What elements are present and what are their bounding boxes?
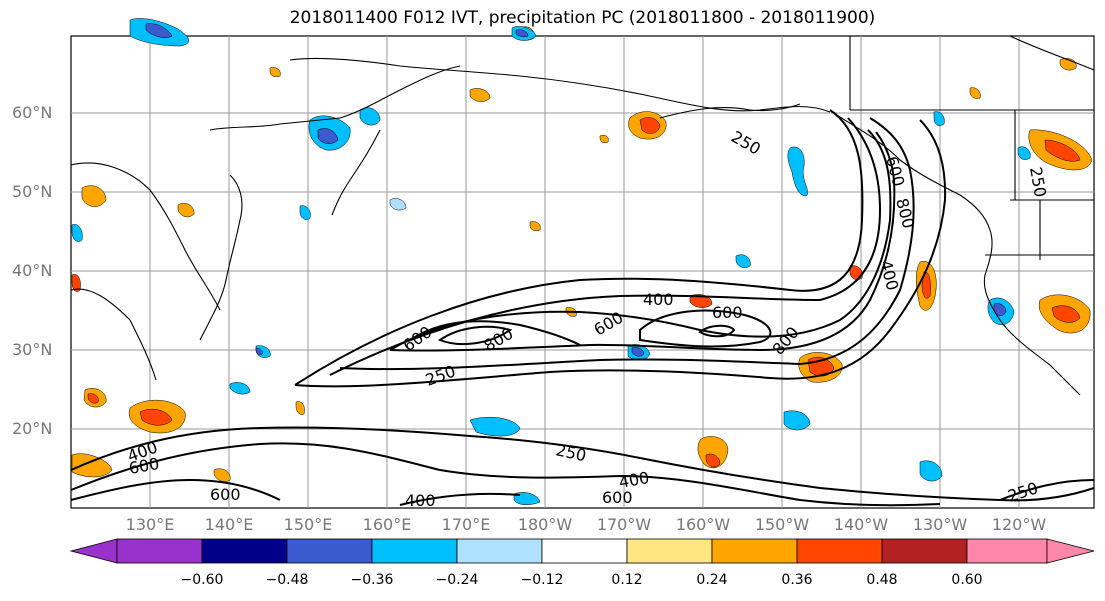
contour-label: 400 bbox=[643, 290, 674, 309]
colorbar-bin bbox=[541, 538, 628, 564]
colorbar-tick: −0.60 bbox=[180, 572, 224, 588]
colorbar-bin bbox=[456, 538, 543, 564]
precip-patches bbox=[71, 18, 1093, 505]
lon-label: 170°W bbox=[596, 515, 652, 534]
contour-label: 400 bbox=[405, 491, 436, 510]
lat-label: 30°N bbox=[12, 340, 53, 359]
colorbar-bin bbox=[371, 538, 458, 564]
colorbar-tick: 0.12 bbox=[611, 572, 643, 588]
colorbar-extend-low bbox=[69, 538, 118, 564]
contour-labels: 250 250 250 250 250 400 400 400 400 400 … bbox=[125, 127, 1050, 510]
coastlines bbox=[70, 35, 1095, 396]
lon-label: 150°E bbox=[283, 515, 333, 534]
ivt-contours bbox=[70, 109, 1095, 507]
colorbar-bin bbox=[201, 538, 288, 564]
colorbar-bin bbox=[711, 538, 798, 564]
lat-label: 40°N bbox=[12, 261, 53, 280]
lon-label: 160°W bbox=[675, 515, 731, 534]
lon-label: 180°W bbox=[517, 515, 573, 534]
lon-label: 130°W bbox=[912, 515, 968, 534]
map-frame bbox=[70, 35, 1095, 509]
colorbar-tick: 0.48 bbox=[866, 572, 898, 588]
lon-label: 140°W bbox=[833, 515, 889, 534]
colorbar-tick: 0.36 bbox=[781, 572, 813, 588]
lon-label: 140°E bbox=[204, 515, 254, 534]
colorbar-tick: −0.48 bbox=[265, 572, 309, 588]
colorbar-bin bbox=[116, 538, 203, 564]
lon-label: 170°E bbox=[441, 515, 491, 534]
colorbar-tick: 0.24 bbox=[696, 572, 728, 588]
colorbar bbox=[69, 538, 1095, 564]
lat-label: 60°N bbox=[12, 103, 53, 122]
colorbar-tick: −0.12 bbox=[520, 572, 564, 588]
lon-label: 150°W bbox=[754, 515, 810, 534]
lat-label: 50°N bbox=[12, 182, 53, 201]
map-title: 2018011400 F012 IVT, precipitation PC (2… bbox=[289, 8, 876, 28]
colorbar-bin bbox=[966, 538, 1048, 564]
contour-label: 600 bbox=[602, 488, 633, 507]
contour-label: 600 bbox=[712, 303, 743, 322]
colorbar-bin bbox=[881, 538, 968, 564]
contour-label: 600 bbox=[210, 485, 241, 504]
colorbar-tick: −0.36 bbox=[350, 572, 394, 588]
colorbar-tick: 0.60 bbox=[951, 572, 983, 588]
lat-label: 20°N bbox=[12, 419, 53, 438]
lon-label: 120°W bbox=[991, 515, 1047, 534]
colorbar-bin bbox=[796, 538, 883, 564]
colorbar-bin bbox=[286, 538, 373, 564]
colorbar-bin bbox=[626, 538, 713, 564]
colorbar-extend-high bbox=[1046, 538, 1095, 564]
lon-label: 160°E bbox=[362, 515, 412, 534]
lon-label: 130°E bbox=[125, 515, 175, 534]
colorbar-tick: −0.24 bbox=[435, 572, 479, 588]
